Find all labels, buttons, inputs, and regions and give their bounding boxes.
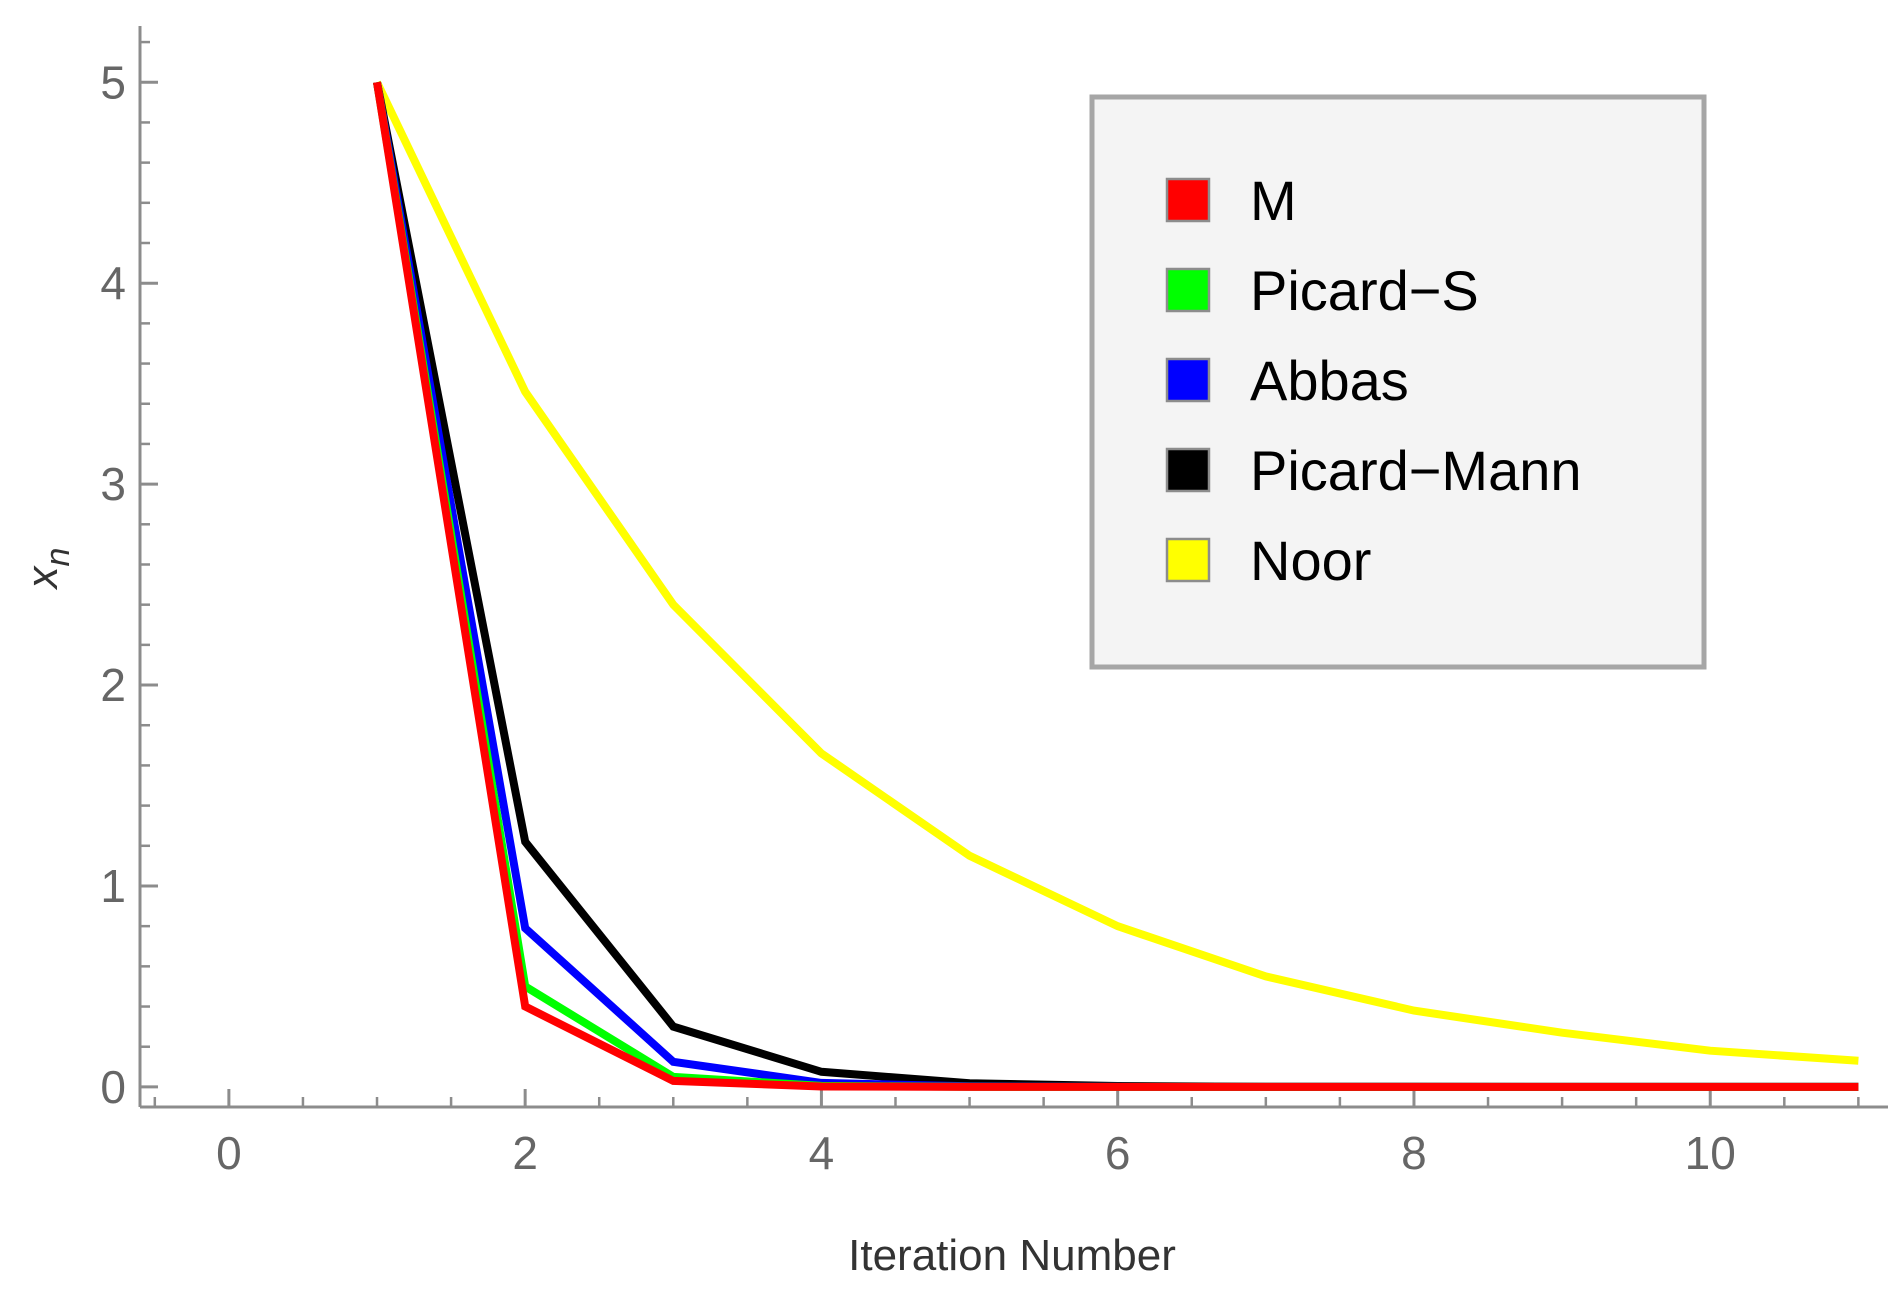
legend-swatch-m	[1165, 177, 1211, 223]
y-tick-label: 0	[100, 1061, 126, 1113]
y-axis-title: xn	[18, 548, 77, 591]
axes: 0 2 4 6 8 10 0 1 2 3 4 5	[100, 26, 1888, 1179]
y-tick-label: 1	[100, 860, 126, 912]
y-axis-title-subscript: n	[39, 548, 77, 567]
y-tick-label: 2	[100, 659, 126, 711]
series-line-noor	[373, 80, 1859, 1065]
legend-label-abbas: Abbas	[1250, 349, 1409, 412]
legend-label-picard-s: Picard−S	[1250, 259, 1479, 322]
x-tick-label: 4	[809, 1127, 835, 1179]
series-lines	[373, 80, 1859, 1091]
y-tick-label: 5	[100, 56, 126, 108]
y-axis-title-main: x	[18, 564, 67, 590]
x-tick-label: 8	[1401, 1127, 1427, 1179]
y-tick-label: 4	[100, 257, 126, 309]
legend-label-noor: Noor	[1250, 529, 1371, 592]
y-tick-label: 3	[100, 458, 126, 510]
legend-swatch-picard-mann	[1165, 447, 1211, 493]
legend-label-m: M	[1250, 169, 1297, 232]
legend-swatch-abbas	[1165, 357, 1211, 403]
legend-swatch-noor	[1165, 537, 1211, 583]
legend: M Picard−S Abbas Picard−Mann Noor	[1089, 94, 1707, 670]
x-tick-label: 10	[1685, 1127, 1736, 1179]
x-tick-label: 6	[1105, 1127, 1131, 1179]
x-tick-label: 0	[216, 1127, 242, 1179]
legend-label-picard-mann: Picard−Mann	[1250, 439, 1582, 502]
x-tick-label: 2	[512, 1127, 538, 1179]
legend-swatch-picard-s	[1165, 267, 1211, 313]
x-axis-title: Iteration Number	[848, 1231, 1176, 1280]
legend-items: M Picard−S Abbas Picard−Mann Noor	[1165, 169, 1582, 592]
series-line-m	[373, 81, 1859, 1091]
